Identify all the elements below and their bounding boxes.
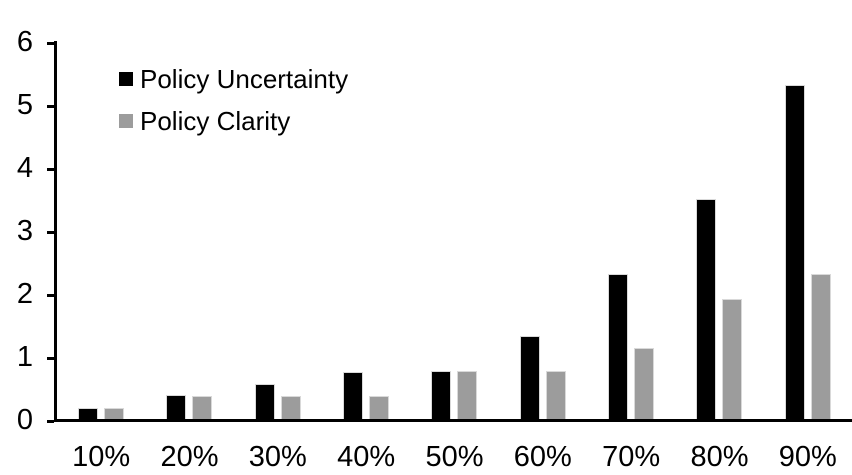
y-axis-tick-6 — [47, 42, 54, 45]
bar-group-20% — [145, 41, 233, 419]
y-axis-label-1: 1 — [16, 341, 33, 373]
legend-swatch-policy-clarity — [119, 114, 133, 128]
bar-group-70% — [587, 41, 675, 419]
x-axis-label-10%: 10% — [72, 441, 131, 473]
bar-policy-clarity-80% — [722, 299, 743, 419]
x-axis-label-70%: 70% — [602, 441, 661, 473]
bar-policy-uncertainty-40% — [343, 371, 364, 419]
x-axis-label-50%: 50% — [425, 441, 484, 473]
bar-policy-uncertainty-60% — [519, 335, 540, 419]
bar-policy-uncertainty-20% — [166, 395, 187, 419]
y-axis-tick-0 — [47, 420, 54, 423]
bar-policy-clarity-20% — [192, 395, 213, 419]
y-axis-label-0: 0 — [16, 404, 33, 436]
bar-policy-uncertainty-90% — [784, 85, 805, 419]
y-axis-tick-1 — [47, 357, 54, 360]
bar-policy-clarity-40% — [369, 395, 390, 419]
bar-policy-uncertainty-10% — [78, 407, 99, 419]
y-axis-tick-5 — [47, 105, 54, 108]
legend-swatch-policy-uncertainty — [119, 72, 133, 86]
bar-group-60% — [499, 41, 587, 419]
bar-group-50% — [410, 41, 498, 419]
bar-policy-uncertainty-80% — [696, 198, 717, 419]
plot-area — [54, 41, 852, 422]
x-axis-label-20%: 20% — [160, 441, 219, 473]
x-axis-label-90%: 90% — [778, 441, 837, 473]
legend-item-policy-clarity: Policy Clarity — [119, 106, 290, 136]
bar-policy-clarity-10% — [104, 407, 125, 419]
y-axis-tick-2 — [47, 294, 54, 297]
bar-group-10% — [57, 41, 145, 419]
legend-label-policy-uncertainty: Policy Uncertainty — [140, 64, 349, 94]
legend-label-policy-clarity: Policy Clarity — [140, 106, 291, 136]
y-axis-label-2: 2 — [16, 278, 33, 310]
bar-policy-clarity-70% — [634, 347, 655, 419]
bar-policy-clarity-60% — [545, 370, 566, 419]
y-axis-tick-3 — [47, 231, 54, 234]
y-axis-label-5: 5 — [16, 89, 33, 121]
bar-policy-uncertainty-30% — [254, 384, 275, 419]
legend-item-policy-uncertainty: Policy Uncertainty — [119, 64, 348, 94]
bar-group-90% — [764, 41, 852, 419]
x-axis-label-40%: 40% — [337, 441, 396, 473]
bar-policy-clarity-90% — [810, 274, 831, 419]
bar-policy-uncertainty-50% — [431, 370, 452, 419]
bar-group-40% — [322, 41, 410, 419]
x-axis-label-30%: 30% — [248, 441, 307, 473]
y-axis-label-3: 3 — [16, 215, 33, 247]
y-axis-tick-4 — [47, 168, 54, 171]
bar-group-80% — [675, 41, 763, 419]
y-axis-label-4: 4 — [16, 152, 33, 184]
x-axis-label-60%: 60% — [513, 441, 572, 473]
bar-policy-clarity-50% — [457, 370, 478, 419]
y-axis-label-6: 6 — [16, 26, 33, 58]
bar-group-30% — [234, 41, 322, 419]
x-axis-label-80%: 80% — [690, 441, 749, 473]
bar-policy-uncertainty-70% — [608, 274, 629, 419]
bar-policy-clarity-30% — [280, 395, 301, 419]
